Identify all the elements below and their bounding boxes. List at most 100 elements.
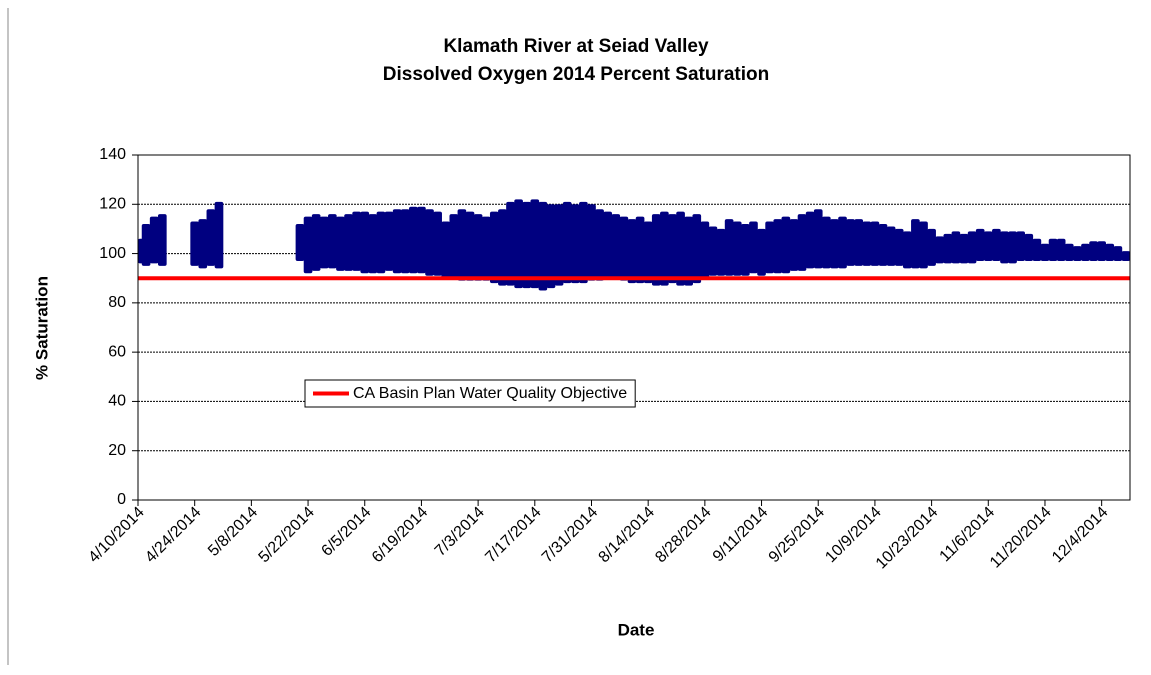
range-bar (1048, 238, 1058, 261)
range-bar (651, 214, 661, 286)
y-tick-label: 40 (108, 393, 126, 410)
x-tick-label: 6/5/2014 (318, 504, 374, 560)
range-bar (603, 211, 613, 279)
range-bar (328, 214, 337, 269)
range-bar (1000, 231, 1009, 264)
range-bar (1073, 246, 1082, 261)
y-axis-label: % Saturation (32, 276, 51, 380)
range-bar (522, 201, 532, 289)
range-bar (886, 226, 896, 266)
range-bar (570, 204, 580, 284)
x-axis-label: Date (618, 620, 655, 639)
range-bar (838, 216, 847, 269)
range-bar (700, 221, 710, 279)
range-bar (368, 214, 378, 274)
range-bar (813, 209, 823, 269)
range-bar (303, 216, 313, 274)
range-bar (1081, 243, 1090, 261)
range-bar (611, 214, 621, 279)
range-bar (797, 214, 807, 271)
range-bar (846, 219, 855, 266)
x-tick-label: 4/24/2014 (142, 504, 204, 566)
range-bar (562, 201, 572, 284)
range-bar (190, 221, 200, 266)
legend-label: CA Basin Plan Water Quality Objective (353, 385, 627, 402)
range-bar (757, 228, 766, 276)
chart-subtitle: Dissolved Oxygen 2014 Percent Saturation (383, 64, 770, 85)
range-bar (1040, 243, 1050, 261)
range-bar (773, 219, 783, 274)
plot-border (137, 154, 1131, 501)
x-tick-label: 5/22/2014 (256, 504, 318, 566)
range-bar (295, 224, 305, 261)
range-bar (360, 211, 370, 274)
range-bar (716, 228, 726, 276)
x-tick-label: 10/23/2014 (873, 504, 942, 573)
range-bar (724, 219, 734, 276)
range-bar (1024, 233, 1034, 261)
range-bar (319, 216, 329, 269)
range-bar (627, 219, 637, 284)
range-bar (983, 231, 993, 261)
x-tick-label: 11/6/2014 (937, 504, 999, 566)
range-bar (425, 209, 434, 276)
range-bar (789, 219, 799, 271)
range-bar (781, 216, 791, 274)
x-tick-label: 7/17/2014 (482, 504, 544, 566)
range-bar (449, 214, 459, 279)
range-bar (1089, 241, 1098, 261)
range-bar (749, 221, 758, 274)
range-bar (579, 201, 588, 284)
range-bar (433, 211, 442, 276)
range-bar (821, 216, 831, 269)
range-bar (392, 209, 402, 274)
range-bar (870, 221, 880, 266)
range-bar (943, 233, 953, 264)
y-tick-label: 20 (108, 442, 126, 459)
range-bar (595, 209, 604, 281)
range-bar (417, 206, 426, 274)
x-tick-label: 5/8/2014 (205, 504, 261, 560)
range-bar (619, 216, 629, 281)
x-tick-label: 7/31/2014 (539, 504, 601, 566)
x-tick-label: 12/4/2014 (1049, 504, 1111, 566)
range-bar (643, 221, 653, 284)
range-bar (732, 221, 742, 276)
range-bar (336, 216, 345, 271)
range-bar (911, 219, 920, 269)
range-bar (862, 221, 872, 266)
range-bar (206, 209, 216, 266)
range-bar (1032, 238, 1042, 261)
range-bar (805, 211, 815, 269)
range-bar (157, 214, 167, 266)
range-bar (967, 231, 977, 264)
range-bar (902, 231, 912, 269)
range-bar (919, 221, 928, 269)
chart-title: Klamath River at Seiad Valley (443, 36, 709, 57)
range-bar (1121, 251, 1131, 261)
range-bar (708, 226, 718, 276)
range-bar (935, 236, 945, 264)
y-tick-label: 100 (99, 245, 126, 262)
legend-box (304, 379, 636, 408)
x-tick-label: 8/14/2014 (596, 504, 658, 566)
range-bar (1097, 241, 1107, 261)
x-tick-label: 7/3/2014 (432, 504, 488, 560)
range-bar (1113, 246, 1123, 261)
range-bar (951, 231, 961, 264)
range-bar (975, 228, 985, 261)
range-bar (740, 224, 750, 276)
range-bar (473, 214, 483, 281)
range-bar (149, 216, 159, 264)
range-bar (489, 211, 499, 284)
range-bar (514, 199, 523, 289)
range-bar (546, 204, 556, 289)
range-bar (927, 228, 936, 266)
y-tick-label: 80 (108, 294, 126, 311)
x-tick-label: 8/28/2014 (652, 504, 714, 566)
range-bar (1064, 243, 1074, 261)
range-bar (854, 219, 864, 266)
range-bar (408, 206, 418, 274)
range-bar (660, 211, 669, 286)
